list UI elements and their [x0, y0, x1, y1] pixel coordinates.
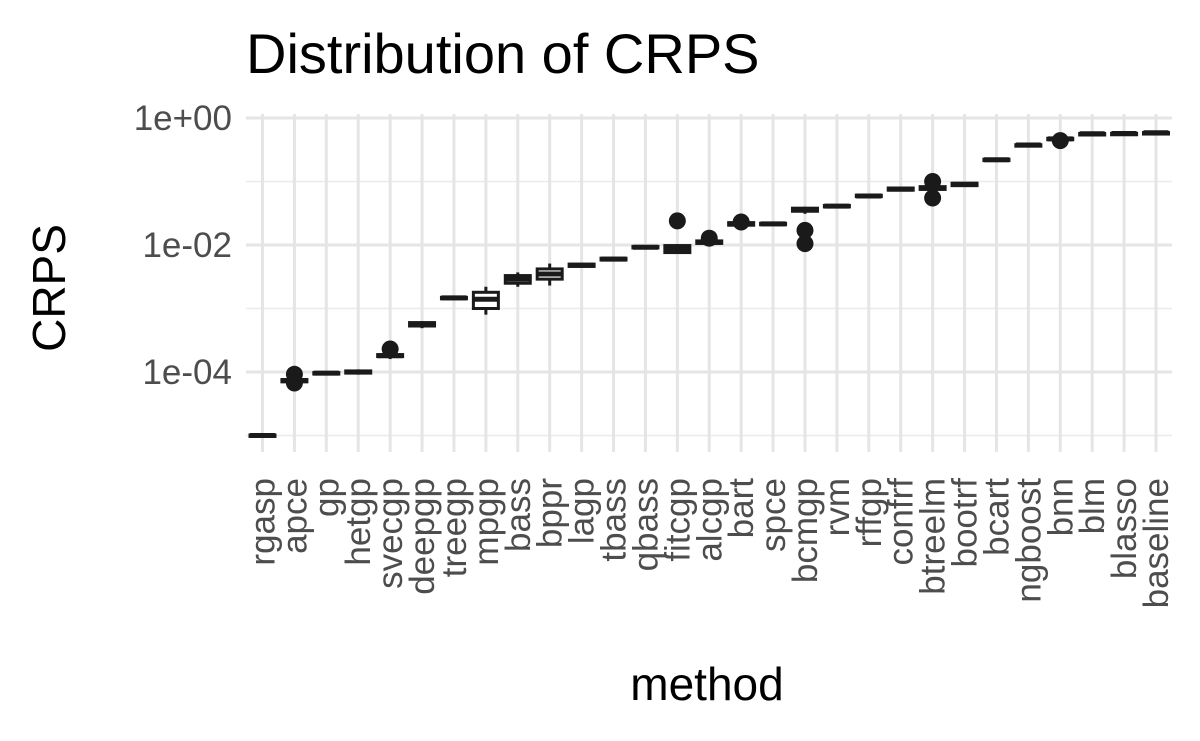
x-tick-label: fitcgp	[658, 478, 697, 562]
x-tick-label: treegp	[435, 478, 474, 577]
box-baseline	[1142, 130, 1170, 136]
x-tick-label: spce	[754, 478, 793, 552]
box-bart	[727, 213, 756, 231]
outlier-point	[1051, 132, 1069, 150]
box-rgasp	[248, 433, 277, 438]
x-tick-label: gp	[307, 478, 346, 517]
chart-title: Distribution of CRPS	[246, 22, 760, 85]
x-tick-label: rgasp	[244, 478, 283, 566]
x-tick-label: alcgp	[690, 478, 729, 562]
box-bppr	[535, 263, 564, 286]
box-fitcgp	[663, 212, 692, 255]
y-tick-label: 1e-02	[142, 226, 232, 265]
x-tick-label: confrf	[882, 478, 921, 566]
y-tick-label: 1e-04	[142, 353, 232, 392]
outlier-point	[381, 340, 399, 358]
x-tick-label: bass	[499, 478, 538, 552]
box-rffgp	[854, 193, 883, 199]
box-alcgp	[695, 229, 724, 247]
x-tick-label: ngboost	[1009, 478, 1048, 603]
box-mpgp	[471, 286, 500, 315]
x-tick-label: bootrf	[946, 478, 985, 568]
box-apce	[280, 365, 309, 392]
x-tick-label: bcmgp	[786, 478, 825, 583]
box-spce	[759, 221, 788, 227]
x-tick-label: tbass	[595, 478, 634, 562]
x-tick-label: mpgp	[467, 478, 506, 566]
boxplot-series	[248, 130, 1170, 438]
outlier-point	[796, 221, 814, 239]
outlier-point	[732, 213, 750, 231]
x-tick-label: btreelm	[914, 478, 953, 595]
outlier-point	[924, 189, 942, 207]
box-ngboost	[1014, 142, 1043, 148]
x-tick-label: hetgp	[339, 478, 378, 566]
x-tick-label: baseline	[1137, 478, 1176, 608]
box-rvm	[822, 203, 851, 209]
x-axis-tick-labels: rgaspapcegphetgpsvecgpdeepgptreegpmpgpba…	[244, 478, 1177, 609]
grid-lines	[246, 114, 1172, 452]
box-hetgp	[344, 369, 373, 375]
x-tick-label: bnn	[1041, 478, 1080, 536]
x-tick-label: bcart	[977, 478, 1016, 556]
box-deepgp	[408, 321, 437, 329]
box-confrf	[886, 186, 915, 192]
outlier-point	[668, 212, 686, 230]
x-tick-label: lagp	[563, 478, 602, 544]
outlier-point	[796, 235, 814, 253]
x-tick-label: rvm	[818, 478, 857, 536]
box-svecgp	[376, 340, 405, 360]
x-tick-label: bart	[722, 478, 761, 539]
box-btreelm	[918, 173, 947, 207]
box-qbass	[631, 244, 660, 250]
box-lagp	[567, 262, 596, 268]
x-tick-label: bppr	[531, 478, 570, 548]
x-tick-label: qbass	[626, 478, 665, 571]
outlier-point	[285, 374, 303, 392]
y-axis-tick-labels: 1e-04 1e-02 1e+00	[134, 99, 232, 392]
box-bcmgp	[790, 206, 819, 253]
box-bass	[503, 272, 532, 287]
box-bcart	[982, 157, 1011, 163]
y-axis-title: CRPS	[23, 224, 75, 352]
x-tick-label: blm	[1073, 478, 1112, 534]
x-axis-title: method	[630, 658, 783, 710]
x-tick-label: rffgp	[850, 478, 889, 547]
box-bnn	[1046, 132, 1075, 150]
outlier-point	[700, 229, 718, 247]
box-blm	[1078, 131, 1107, 137]
x-tick-label: blasso	[1105, 478, 1144, 579]
box-tbass	[599, 256, 628, 262]
x-tick-label: apce	[275, 478, 314, 554]
box-blasso	[1110, 131, 1139, 137]
box-gp	[312, 370, 341, 376]
outlier-point	[924, 173, 942, 190]
y-tick-label: 1e+00	[134, 99, 232, 138]
box-bootrf	[950, 181, 979, 188]
x-tick-label: deepgp	[403, 478, 442, 595]
x-tick-label: svecgp	[371, 478, 410, 589]
box-treegp	[439, 295, 468, 301]
